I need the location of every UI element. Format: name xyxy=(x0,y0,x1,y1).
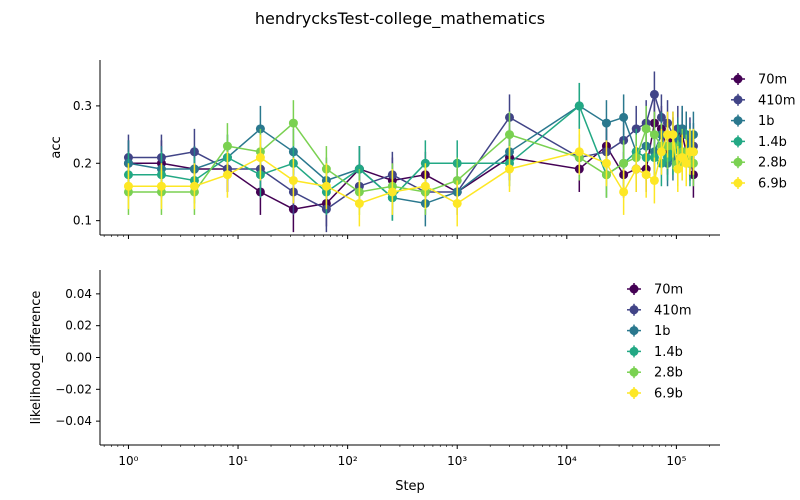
legend-marker xyxy=(629,284,639,294)
y-tick-label: −0.04 xyxy=(55,414,92,428)
legend-marker xyxy=(733,157,743,167)
data-point xyxy=(619,112,629,122)
panel-likelihood-difference: 0.04 0.02 0.00 −0.02 −0.04 10⁰ 10¹ 10² 10³ 10⁴ 10⁵… xyxy=(29,270,720,468)
legend-label: 6.9b xyxy=(758,177,787,192)
legend-marker xyxy=(733,116,743,126)
y-tick-label: 0.2 xyxy=(73,156,92,170)
legend-marker xyxy=(629,367,639,377)
data-point xyxy=(156,181,166,191)
legend-marker xyxy=(733,95,743,105)
y-axis-label: likelihood_difference xyxy=(29,291,44,425)
series-1.4b xyxy=(123,82,698,221)
y-axis-label: acc xyxy=(49,136,64,158)
data-point xyxy=(656,147,666,157)
data-point xyxy=(601,118,611,128)
x-tick-label: 10³ xyxy=(447,454,467,468)
data-point xyxy=(321,181,331,191)
data-point xyxy=(123,181,133,191)
legend-marker xyxy=(733,136,743,146)
data-point xyxy=(354,198,364,208)
legend-label: 1.4b xyxy=(758,135,787,150)
data-point xyxy=(601,158,611,168)
x-axis-label: Step xyxy=(395,479,425,494)
series-2.8b xyxy=(123,100,698,215)
legend-label: 70m xyxy=(758,73,787,88)
data-point xyxy=(649,130,659,140)
data-point xyxy=(505,130,515,140)
data-point xyxy=(619,187,629,197)
x-tick-label: 10¹ xyxy=(228,454,248,468)
data-point xyxy=(668,130,678,140)
data-point xyxy=(505,164,515,174)
series-6.9b xyxy=(123,111,698,227)
legend-marker xyxy=(733,178,743,188)
legend: 70m 410m 1b 1.4b 2.8b 6.9b xyxy=(731,73,795,192)
data-point xyxy=(255,153,265,163)
data-point xyxy=(387,187,397,197)
data-point xyxy=(420,181,430,191)
data-point xyxy=(688,147,698,157)
series-line xyxy=(128,133,694,205)
x-tick-label: 10⁴ xyxy=(557,454,577,468)
data-point xyxy=(574,147,584,157)
legend-marker xyxy=(629,305,639,315)
data-point xyxy=(288,118,298,128)
x-tick-label: 10⁵ xyxy=(666,454,686,468)
data-point xyxy=(641,124,651,134)
series-line xyxy=(128,121,695,193)
data-point xyxy=(641,170,651,180)
legend-label: 70m xyxy=(654,283,683,298)
legend-label: 410m xyxy=(758,93,795,108)
data-point xyxy=(619,158,629,168)
y-tick-label: 0.02 xyxy=(65,319,92,333)
legend-label: 410m xyxy=(654,303,691,318)
panel-acc: 0.1 0.2 0.3 acc 70m 410m 1b 1.4b 2.8b 6.9b xyxy=(49,60,795,239)
data-point xyxy=(452,198,462,208)
data-point xyxy=(574,101,584,111)
y-tick-label: 0.04 xyxy=(65,287,92,301)
legend-label: 2.8b xyxy=(654,366,683,381)
chart-title: hendrycksTest-college_mathematics xyxy=(255,9,545,29)
y-tick-label: 0.3 xyxy=(73,99,92,113)
series-410m xyxy=(123,71,698,233)
data-point xyxy=(288,175,298,185)
data-point xyxy=(631,164,641,174)
data-point xyxy=(649,175,659,185)
y-tick-label: −0.02 xyxy=(55,382,92,396)
x-tick-label: 10⁰ xyxy=(118,454,138,468)
legend-marker xyxy=(629,346,639,356)
data-point xyxy=(673,164,683,174)
legend-marker xyxy=(629,388,639,398)
legend-label: 1.4b xyxy=(654,345,683,360)
legend-marker xyxy=(629,326,639,336)
legend-marker xyxy=(733,74,743,84)
legend-label: 1b xyxy=(758,114,775,129)
series-70m xyxy=(123,100,698,233)
data-point xyxy=(222,170,232,180)
legend: 70m 410m 1b 1.4b 2.8b 6.9b xyxy=(627,283,691,402)
data-point xyxy=(681,158,691,168)
y-tick-label: 0.00 xyxy=(65,351,92,365)
legend-label: 6.9b xyxy=(654,387,683,402)
y-tick-label: 0.1 xyxy=(73,214,92,228)
data-point xyxy=(649,89,659,99)
x-tick-label: 10² xyxy=(338,454,358,468)
data-point xyxy=(189,181,199,191)
data-point xyxy=(222,141,232,151)
legend-label: 1b xyxy=(654,324,671,339)
legend-label: 2.8b xyxy=(758,156,787,171)
